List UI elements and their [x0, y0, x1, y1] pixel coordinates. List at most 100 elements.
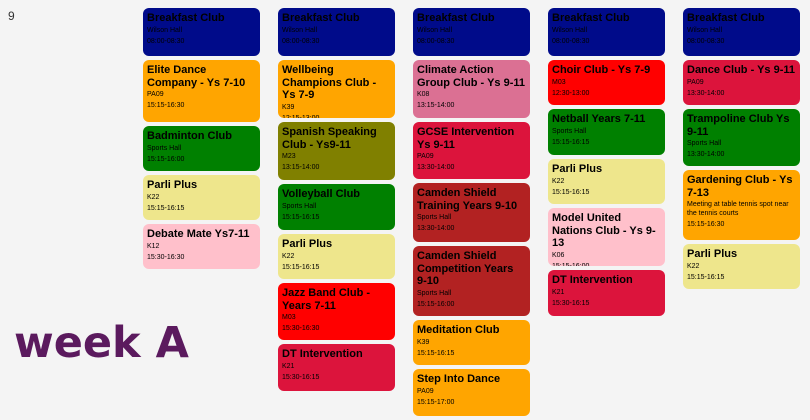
- schedule-column-5: Breakfast Club Wilson Hall 08:00-08:30 Danc…: [683, 8, 800, 293]
- activity-card[interactable]: Breakfast Club Wilson Hall 08:00-08:30: [548, 8, 665, 56]
- activity-location: Sports Hall: [417, 289, 452, 297]
- activity-card[interactable]: Spanish Speaking Club - Ys9-11 M23 13:15-1…: [278, 122, 395, 180]
- activity-time: 08:00-08:30: [552, 37, 590, 45]
- activity-title: Debate Mate Ys7-11: [147, 228, 250, 240]
- activity-location: M03: [282, 314, 296, 321]
- week-label: week A: [14, 318, 189, 368]
- activity-card[interactable]: DT Intervention K21 15:30-16:15: [548, 270, 665, 316]
- activity-title: Badminton Club: [147, 130, 232, 142]
- activity-location: PA09: [417, 153, 434, 160]
- activity-card[interactable]: Wellbeing Champions Club - Ys 7-9 K39 12:1…: [278, 60, 395, 118]
- activity-location: M23: [282, 153, 296, 160]
- activity-title: Jazz Band Club - Years 7-11: [282, 287, 371, 312]
- activity-location: K22: [687, 262, 700, 270]
- activity-title: Parli Plus: [687, 248, 738, 260]
- activity-location: PA09: [417, 387, 434, 395]
- activity-location: K06: [552, 251, 565, 259]
- activity-time: 13:30-14:00: [687, 89, 725, 97]
- schedule-column-4: Breakfast Club Wilson Hall 08:00-08:30 Choi…: [548, 8, 665, 320]
- activity-time: 15:15-16:15: [417, 349, 455, 357]
- activity-card[interactable]: DT Intervention K21 15:30-16:15: [278, 344, 395, 391]
- activity-title: Wellbeing Champions Club - Ys 7-9: [282, 64, 377, 101]
- activity-card[interactable]: Parli Plus K22 15:15-16:15: [143, 175, 260, 220]
- activity-time: 15:30-16:15: [282, 373, 320, 381]
- activity-time: 15:15-16:15: [552, 188, 590, 196]
- activity-time: 13:30-14:00: [687, 151, 725, 158]
- activity-title: Volleyball Club: [282, 188, 361, 200]
- activity-card[interactable]: Meditation Club K39 15:15-16:15: [413, 320, 530, 365]
- activity-card[interactable]: Step Into Dance PA09 15:15-17:00: [413, 369, 530, 416]
- activity-title: Spanish Speaking Club - Ys9-11: [282, 126, 377, 151]
- activity-location: K12: [147, 242, 160, 250]
- activity-card[interactable]: Parli Plus K22 15:15-16:15: [548, 159, 665, 204]
- activity-card[interactable]: Breakfast Club Wilson Hall 08:00-08:30: [413, 8, 530, 56]
- activity-title: Parli Plus: [282, 238, 333, 250]
- activity-title: Breakfast Club: [147, 12, 225, 24]
- activity-card[interactable]: Parli Plus K22 15:15-16:15: [278, 234, 395, 279]
- activity-title: Dance Club - Ys 9-11: [687, 64, 796, 76]
- activity-title: Choir Club - Ys 7-9: [552, 64, 651, 76]
- activity-location: K22: [147, 193, 160, 201]
- schedule-column-3: Breakfast Club Wilson Hall 08:00-08:30 Clim…: [413, 8, 530, 420]
- activity-time: 15:30-16:30: [147, 253, 185, 261]
- activity-card[interactable]: Elite Dance Company - Ys 7-10 PA09 15:15-1…: [143, 60, 260, 122]
- activity-card[interactable]: Debate Mate Ys7-11 K12 15:30-16:30: [143, 224, 260, 269]
- activity-location: K21: [282, 362, 295, 370]
- activity-location: Wilson Hall: [687, 26, 723, 34]
- activity-card[interactable]: Breakfast Club Wilson Hall 08:00-08:30: [278, 8, 395, 56]
- activity-card[interactable]: Model United Nations Club - Ys 9-13 K06 15…: [548, 208, 665, 266]
- activity-card[interactable]: Badminton Club Sports Hall 15:15-16:00: [143, 126, 260, 171]
- activity-title: Climate Action Group Club - Ys 9-11: [417, 64, 525, 89]
- activity-title: Breakfast Club: [687, 12, 765, 24]
- activity-title: GCSE Intervention Ys 9-11: [417, 126, 515, 151]
- activity-card[interactable]: Parli Plus K22 15:15-16:15: [683, 244, 800, 289]
- activity-time: 15:15-16:00: [552, 262, 590, 267]
- activity-card[interactable]: GCSE Intervention Ys 9-11 PA09 13:30-14:00: [413, 122, 530, 179]
- activity-card[interactable]: Breakfast Club Wilson Hall 08:00-08:30: [143, 8, 260, 56]
- activity-card[interactable]: Camden Shield Competition Years 9-10 Spor…: [413, 246, 530, 316]
- activity-card[interactable]: Gardening Club - Ys 7-13 Meeting at table…: [683, 170, 800, 240]
- activity-time: 08:00-08:30: [282, 37, 320, 45]
- activity-card[interactable]: Trampoline Club Ys 9-11 Sports Hall 13:30-…: [683, 109, 800, 166]
- activity-title: Breakfast Club: [417, 12, 495, 24]
- activity-time: 08:00-08:30: [417, 37, 455, 45]
- activity-location: Wilson Hall: [417, 26, 453, 34]
- activity-time: 15:30-16:30: [282, 325, 320, 332]
- activity-location: K22: [282, 252, 295, 260]
- activity-card[interactable]: Climate Action Group Club - Ys 9-11 K08 13…: [413, 60, 530, 118]
- activity-title: Gardening Club - Ys 7-13: [687, 174, 793, 199]
- activity-time: 13:15-14:00: [282, 164, 320, 171]
- activity-card[interactable]: Volleyball Club Sports Hall 15:15-16:15: [278, 184, 395, 230]
- activity-time: 08:00-08:30: [687, 37, 725, 45]
- activity-card[interactable]: Breakfast Club Wilson Hall 08:00-08:30: [683, 8, 800, 56]
- activity-card[interactable]: Dance Club - Ys 9-11 PA09 13:30-14:00: [683, 60, 800, 105]
- schedule-column-1: Breakfast Club Wilson Hall 08:00-08:30 Elit…: [143, 8, 260, 273]
- activity-title: Camden Shield Competition Years 9-10: [417, 250, 514, 287]
- activity-time: 15:30-16:15: [552, 299, 590, 307]
- activity-time: 15:15-16:00: [417, 300, 455, 308]
- activity-card[interactable]: Netball Years 7-11 Sports Hall 15:15-16:15: [548, 109, 665, 155]
- activity-location: K22: [552, 177, 565, 185]
- activity-location: Sports Hall: [282, 202, 317, 210]
- activity-card[interactable]: Choir Club - Ys 7-9 M03 12:30-13:00: [548, 60, 665, 105]
- activity-title: DT Intervention: [282, 348, 363, 360]
- activity-location: K39: [417, 338, 430, 346]
- activity-time: 15:15-16:30: [687, 221, 725, 228]
- activity-time: 13:15-14:00: [417, 102, 455, 109]
- activity-title: Parli Plus: [552, 163, 603, 175]
- activity-card[interactable]: Jazz Band Club - Years 7-11 M03 15:30-16:3…: [278, 283, 395, 340]
- activity-title: Breakfast Club: [552, 12, 630, 24]
- activity-location: Sports Hall: [687, 140, 722, 147]
- activity-title: Elite Dance Company - Ys 7-10: [147, 64, 246, 89]
- activity-title: Netball Years 7-11: [552, 113, 646, 125]
- activity-time: 08:00-08:30: [147, 37, 185, 45]
- activity-title: Model United Nations Club - Ys 9-13: [552, 212, 656, 249]
- activity-card[interactable]: Camden Shield Training Years 9-10 Sports …: [413, 183, 530, 242]
- activity-time: 15:15-16:15: [687, 273, 725, 281]
- activity-location: M03: [552, 78, 566, 86]
- activity-location: Wilson Hall: [282, 26, 318, 34]
- activity-location: Wilson Hall: [147, 26, 183, 34]
- activity-location: Wilson Hall: [552, 26, 588, 34]
- page-number: 9: [8, 9, 15, 23]
- activity-title: DT Intervention: [552, 274, 633, 286]
